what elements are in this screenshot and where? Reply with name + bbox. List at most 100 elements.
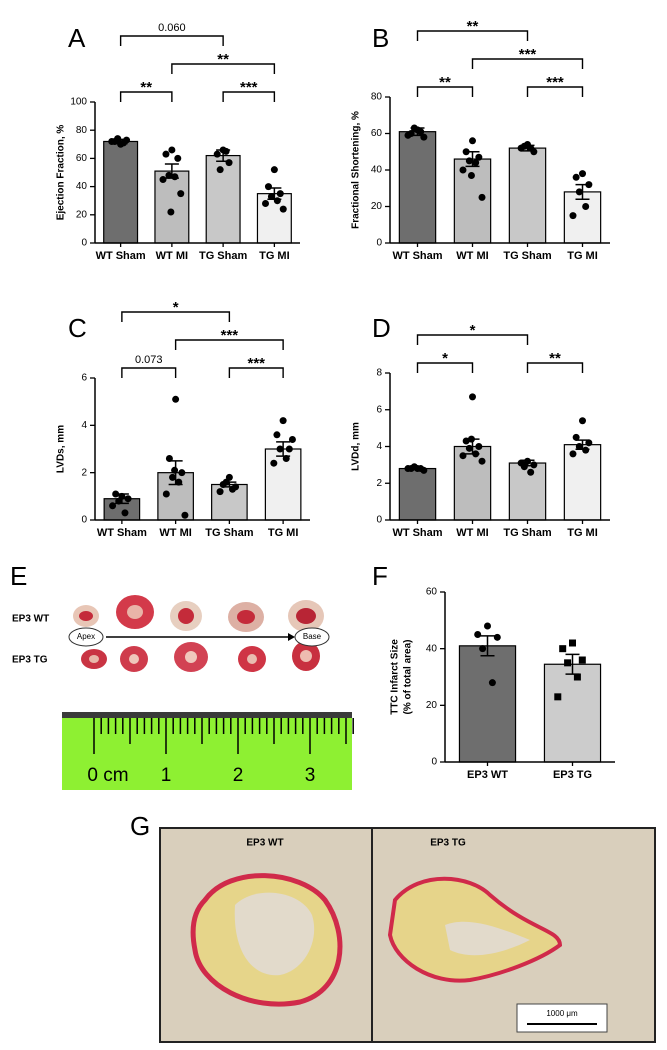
data-point bbox=[168, 146, 176, 154]
bracket bbox=[416, 334, 529, 345]
bracket bbox=[526, 362, 584, 373]
error-bar bbox=[168, 460, 183, 486]
data-point bbox=[469, 393, 476, 401]
significance-label: *** bbox=[247, 355, 265, 372]
data-point bbox=[474, 631, 482, 638]
error-bar bbox=[410, 466, 425, 471]
data-point bbox=[475, 443, 483, 450]
bracket bbox=[222, 91, 276, 102]
data-point bbox=[527, 468, 535, 476]
bracket bbox=[119, 91, 173, 102]
error-bar bbox=[575, 439, 590, 451]
x-tick-label: TG Sham bbox=[503, 250, 552, 262]
data-point bbox=[267, 192, 275, 200]
data-point bbox=[520, 463, 528, 471]
significance-label: ** bbox=[439, 74, 451, 91]
bar bbox=[103, 140, 139, 244]
data-point bbox=[167, 208, 175, 216]
data-point bbox=[417, 128, 425, 136]
data-point bbox=[279, 205, 287, 213]
panel-letter: G bbox=[130, 811, 150, 841]
x-tick-label: TG MI bbox=[259, 250, 290, 262]
bracket bbox=[174, 339, 284, 350]
y-tick-label: 2 bbox=[81, 467, 87, 478]
panel-letter: D bbox=[372, 313, 391, 343]
data-point bbox=[165, 171, 173, 179]
data-point bbox=[216, 488, 224, 496]
data-point bbox=[527, 144, 535, 152]
y-tick-label: 60 bbox=[426, 587, 438, 598]
data-point bbox=[493, 633, 501, 641]
x-tick-label: TG Sham bbox=[205, 527, 254, 539]
y-tick-label: 4 bbox=[81, 420, 87, 431]
y-tick-label: 0 bbox=[81, 238, 87, 249]
row-label: EP3 TG bbox=[12, 655, 48, 666]
bar bbox=[453, 158, 492, 244]
y-tick-label: 2 bbox=[376, 478, 382, 489]
data-point bbox=[181, 511, 189, 519]
data-point bbox=[569, 212, 577, 220]
scale-label: 1000 μm bbox=[546, 1009, 578, 1018]
data-point bbox=[582, 446, 590, 454]
bracket bbox=[119, 35, 224, 46]
panel-letter: B bbox=[372, 23, 389, 53]
bracket bbox=[416, 30, 529, 41]
error-bar bbox=[276, 441, 291, 457]
bar-chart: B Fractional Shortening, % 0 20 40 60 80 WT Sha… bbox=[351, 18, 610, 262]
data-point bbox=[484, 622, 491, 630]
data-point bbox=[177, 190, 185, 198]
data-point bbox=[579, 417, 586, 425]
bar bbox=[398, 467, 437, 521]
y-tick-label: 20 bbox=[426, 700, 438, 711]
data-point bbox=[162, 490, 170, 498]
significance-label: ** bbox=[467, 18, 479, 35]
y-axis-label: Fractional Shortening, % bbox=[351, 111, 362, 229]
y-axis-label: Ejection Fraction, % bbox=[56, 125, 67, 221]
data-point bbox=[488, 679, 496, 687]
apex-label: Apex bbox=[77, 632, 95, 641]
bar bbox=[458, 645, 517, 763]
y-axis-label: TTC Infarct Size bbox=[390, 639, 401, 715]
data-point bbox=[475, 153, 483, 161]
significance-label: *** bbox=[546, 74, 564, 91]
data-point bbox=[276, 190, 284, 198]
data-point bbox=[109, 502, 117, 510]
y-axis-label: LVDd, mm bbox=[351, 422, 362, 471]
data-point bbox=[575, 188, 583, 196]
photo-panel: E EP3 WT EP3 TG Apex Base 0 cm 1 2 3 bbox=[10, 561, 354, 790]
x-tick-label: TG Sham bbox=[503, 527, 552, 539]
data-point bbox=[465, 157, 473, 165]
error-bar bbox=[465, 438, 480, 455]
significance-label: *** bbox=[240, 79, 258, 96]
y-axis-label: (% of total area) bbox=[403, 639, 414, 714]
significance-label: * bbox=[470, 322, 476, 339]
data-point bbox=[582, 203, 590, 210]
ruler-label: 3 bbox=[305, 765, 316, 786]
error-bar bbox=[216, 149, 231, 162]
y-tick-label: 20 bbox=[371, 201, 383, 212]
data-point bbox=[520, 142, 528, 150]
error-bar bbox=[222, 481, 237, 488]
x-tick-label: TG MI bbox=[567, 527, 598, 539]
bar-chart: C LVDs, mm 0 2 4 6 WT Sham WT MI TG Sham TG MI 0.0… bbox=[56, 299, 310, 539]
y-axis-label: LVDs, mm bbox=[56, 425, 67, 473]
data-point bbox=[159, 176, 167, 184]
data-point bbox=[225, 159, 233, 167]
x-tick-label: TG MI bbox=[567, 250, 598, 262]
data-point bbox=[270, 166, 278, 174]
ruler bbox=[62, 712, 352, 790]
data-point bbox=[578, 656, 586, 664]
data-point bbox=[478, 457, 486, 465]
row-label: EP3 WT bbox=[12, 614, 49, 625]
error-bar bbox=[520, 144, 535, 152]
bracket bbox=[416, 86, 474, 97]
data-point bbox=[479, 645, 487, 653]
bar bbox=[508, 147, 547, 244]
x-tick-label: WT Sham bbox=[392, 527, 442, 539]
y-tick-label: 80 bbox=[371, 92, 383, 103]
bar bbox=[563, 444, 602, 521]
error-bar bbox=[113, 138, 128, 145]
data-point bbox=[178, 469, 186, 477]
